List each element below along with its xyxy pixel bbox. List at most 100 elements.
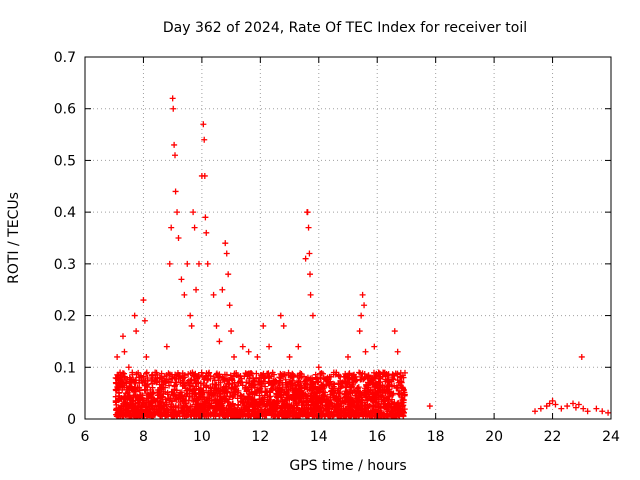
data-point	[580, 405, 587, 412]
data-point	[266, 343, 273, 350]
data-point-cluster	[152, 378, 159, 385]
data-point-cluster	[242, 395, 249, 402]
data-point-cluster	[331, 402, 338, 409]
data-point-cluster	[389, 374, 396, 381]
data-point	[169, 95, 176, 102]
data-point-cluster	[114, 383, 121, 390]
data-point-cluster	[356, 411, 363, 418]
data-point	[201, 172, 208, 179]
data-point	[231, 353, 238, 360]
data-point-cluster	[143, 369, 150, 376]
data-point-cluster	[343, 395, 350, 402]
data-point-cluster	[347, 383, 354, 390]
data-point-cluster	[367, 396, 374, 403]
data-point-cluster	[238, 406, 245, 413]
data-point	[168, 224, 175, 231]
data-point-cluster	[357, 405, 364, 412]
data-point	[172, 152, 179, 159]
data-point	[605, 409, 612, 416]
data-point-cluster	[193, 404, 200, 411]
data-point-cluster	[317, 387, 324, 394]
data-point	[125, 364, 132, 371]
data-point	[121, 348, 128, 355]
data-point-cluster	[237, 372, 244, 379]
data-point	[309, 312, 316, 319]
data-point-cluster	[187, 386, 194, 393]
data-point	[549, 397, 556, 404]
data-point-cluster	[318, 370, 325, 377]
data-point-cluster	[141, 386, 148, 393]
data-point	[315, 364, 322, 371]
data-point-cluster	[134, 413, 141, 420]
data-point-cluster	[296, 373, 303, 380]
data-point-cluster	[149, 390, 156, 397]
data-point	[277, 312, 284, 319]
x-tick-label: 14	[310, 429, 328, 445]
data-point-cluster	[180, 397, 187, 404]
data-point-cluster	[168, 388, 175, 395]
data-point-cluster	[320, 389, 327, 396]
data-point	[191, 224, 198, 231]
data-point	[175, 235, 182, 241]
data-point-cluster	[226, 376, 233, 383]
data-point-cluster	[223, 411, 230, 418]
data-point-cluster	[223, 371, 230, 378]
data-point-cluster	[392, 370, 399, 377]
data-point-cluster	[338, 406, 345, 413]
data-point-cluster	[312, 412, 319, 419]
data-point-cluster	[285, 403, 292, 410]
data-point	[152, 369, 159, 376]
data-point	[599, 408, 606, 415]
data-point-cluster	[233, 383, 240, 390]
data-point-cluster	[286, 378, 293, 385]
data-point-cluster	[249, 370, 256, 377]
data-point-cluster	[130, 404, 137, 411]
data-point-cluster	[136, 387, 143, 394]
y-axis: 0 0.1 0.2 0.3 0.4 0.5 0.6 0.7	[54, 50, 611, 428]
data-point-cluster	[158, 394, 165, 401]
data-point	[172, 188, 179, 195]
data-point-cluster	[385, 397, 392, 404]
data-point-cluster	[136, 395, 143, 402]
data-point-cluster	[190, 409, 197, 416]
data-point-cluster	[150, 397, 157, 404]
data-point	[163, 343, 170, 350]
data-point	[140, 297, 147, 304]
data-point	[204, 260, 211, 267]
data-point-cluster	[113, 401, 120, 408]
data-point-cluster	[271, 413, 278, 420]
data-point-cluster	[112, 379, 119, 386]
data-point-cluster	[254, 400, 261, 407]
data-point-cluster	[343, 405, 350, 412]
data-point-cluster	[333, 396, 340, 403]
data-point-cluster	[375, 378, 382, 385]
data-point-cluster	[144, 390, 151, 397]
data-point-cluster	[319, 392, 326, 399]
data-point-cluster	[322, 410, 329, 417]
data-point-cluster	[249, 378, 256, 385]
data-point	[213, 322, 220, 329]
data-point-cluster	[185, 411, 192, 418]
data-point-cluster	[337, 389, 344, 395]
data-point-cluster	[211, 385, 218, 392]
data-point-cluster	[401, 389, 408, 396]
data-point-cluster	[291, 392, 298, 399]
x-tick-label: 8	[139, 429, 148, 445]
data-point-cluster	[278, 372, 285, 379]
data-point-cluster	[373, 389, 380, 396]
data-point	[584, 408, 591, 415]
data-point-cluster	[121, 370, 128, 377]
data-point-cluster	[238, 398, 245, 405]
x-axis: 6 8 10 12 14 16 18 20 22 24	[81, 57, 620, 445]
data-point-cluster	[400, 397, 407, 404]
data-point	[570, 400, 577, 407]
data-point	[394, 348, 401, 355]
data-point	[174, 209, 181, 216]
data-point-cluster	[139, 379, 146, 386]
data-point-cluster	[143, 382, 150, 389]
data-point-cluster	[378, 412, 385, 419]
data-point	[201, 136, 208, 143]
data-point-cluster	[148, 376, 155, 383]
data-point-cluster	[225, 396, 232, 403]
